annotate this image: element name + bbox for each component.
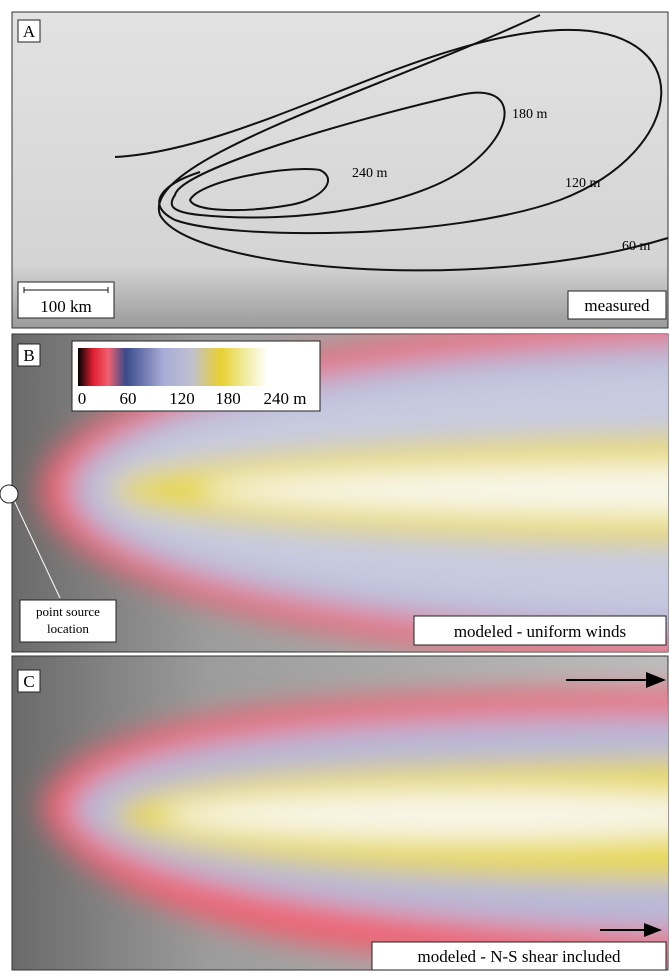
point-source [0, 485, 18, 503]
contour-label: 180 m [512, 107, 548, 122]
figure: 180 m 240 m 120 m 60 m A 100 km measured… [0, 0, 670, 972]
panel-label: A [23, 22, 36, 41]
colorbar-label: 240 m [264, 389, 307, 408]
contour-label: 60 m [622, 239, 651, 254]
caption: measured [584, 296, 650, 315]
colorbar-label: 180 [215, 389, 241, 408]
caption: modeled - N-S shear included [418, 947, 621, 966]
contour-label: 240 m [352, 166, 388, 181]
scale-label: 100 km [40, 297, 91, 316]
colorbar-label: 60 [120, 389, 137, 408]
panel-a: 180 m 240 m 120 m 60 m A 100 km measured [12, 12, 668, 328]
source-label: point source location [20, 600, 116, 637]
caption: modeled - uniform winds [454, 622, 626, 641]
colorbar [78, 348, 268, 386]
panel-label: C [23, 672, 34, 691]
panel-a-frame [12, 12, 668, 328]
contour-label: 120 m [565, 176, 601, 191]
colorbar-label: 0 [78, 389, 87, 408]
page: 180 m 240 m 120 m 60 m A 100 km measured… [0, 0, 670, 977]
panel-b: 0 60 120 180 240 m B point source locati… [0, 315, 670, 665]
panel-label: B [23, 346, 34, 365]
colorbar-label: 120 [169, 389, 195, 408]
source-label-wrap: point source location [20, 600, 116, 642]
panel-c: C modeled - N-S shear included [12, 656, 670, 970]
